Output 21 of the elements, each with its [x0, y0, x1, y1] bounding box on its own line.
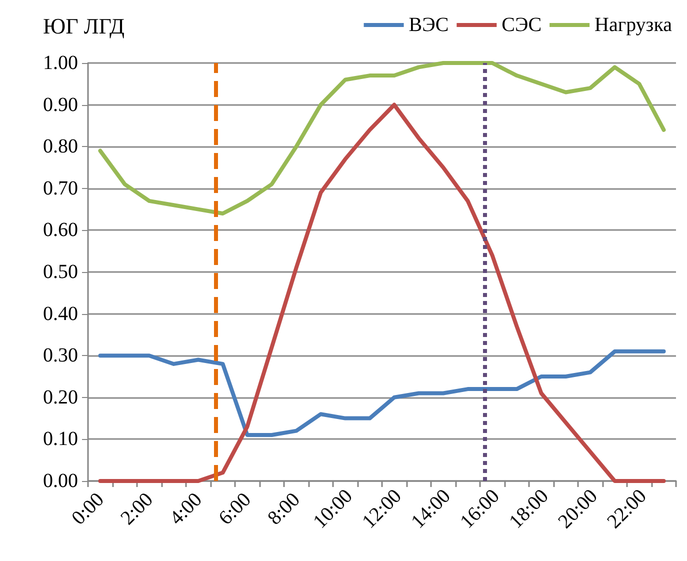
line-series	[98, 349, 666, 438]
y-tick-label: 0.60	[43, 219, 78, 242]
y-tick-label: 0.80	[43, 136, 78, 158]
y-tick-label: 0.40	[43, 302, 78, 325]
line-series	[98, 102, 666, 483]
y-tick-label: 0.10	[43, 428, 78, 450]
y-tick-label: 0.90	[43, 94, 78, 116]
y-tick-label: 0.50	[43, 261, 78, 283]
y-tick-label: 0.20	[43, 386, 78, 408]
chart-title: ЮГ ЛГД	[43, 14, 125, 38]
y-tick-label: 1.00	[43, 52, 78, 74]
x-tick-label: 4:00	[166, 488, 206, 530]
y-tick-label: 0.30	[43, 344, 78, 367]
line-series	[98, 61, 666, 216]
x-tick-label: 2:00	[116, 488, 158, 530]
x-tick-label: 8:00	[264, 488, 304, 530]
legend-label: СЭС	[502, 14, 542, 36]
legend-label: ВЭС	[408, 14, 449, 36]
y-tick-label: 0.70	[43, 177, 78, 200]
legend-label: Нагрузка	[594, 14, 672, 36]
x-tick-label: 6:00	[214, 488, 256, 530]
